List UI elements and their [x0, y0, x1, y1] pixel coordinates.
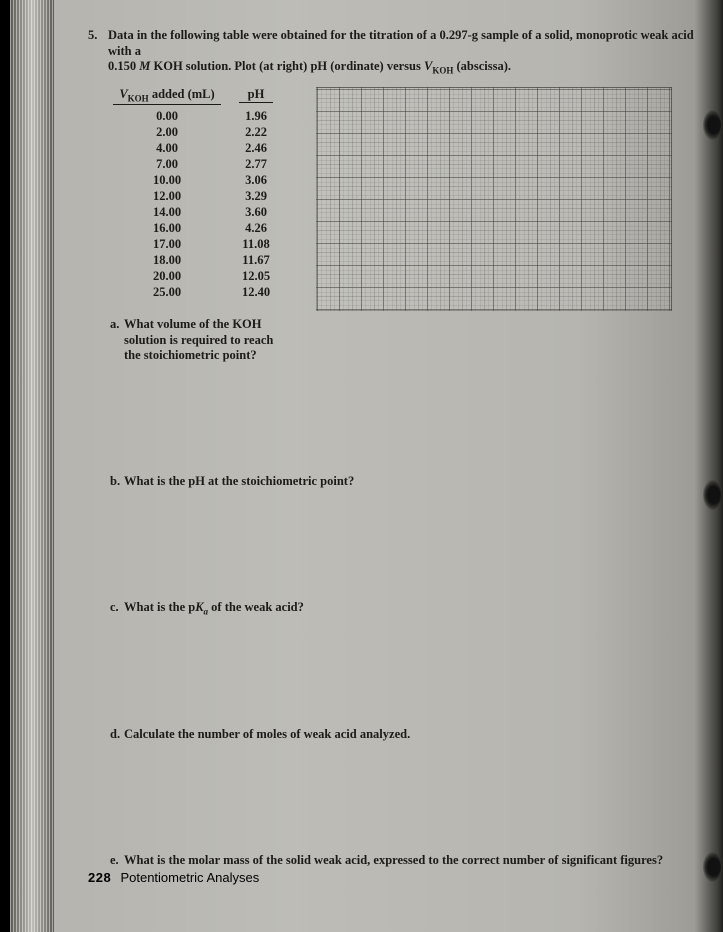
- cell-volume: 17.00: [108, 236, 226, 252]
- cell-volume: 7.00: [108, 156, 226, 172]
- question-text: Data in the following table were obtaine…: [108, 28, 694, 77]
- hdr-underline-v: [113, 104, 221, 105]
- question-M-italic: M: [139, 59, 150, 73]
- gap-d: [88, 743, 694, 847]
- cell-ph: 2.77: [226, 156, 286, 172]
- subquestion-b: b.What is the pH at the stoichiometric p…: [110, 474, 670, 490]
- question-line2c: (abscissa).: [453, 59, 511, 73]
- page-number: 228: [88, 870, 111, 885]
- table-and-grid-row: VKOH added (mL) pH 0.001.962.002.224.002…: [108, 87, 694, 311]
- question-Vkoh-sub: KOH: [432, 66, 453, 76]
- subq-a-letter: a.: [110, 317, 124, 333]
- cell-volume: 25.00: [108, 284, 226, 300]
- subq-e-text: What is the molar mass of the solid weak…: [124, 853, 663, 867]
- subq-a-l1: What volume of the KOH: [124, 317, 262, 331]
- table-row: 2.002.22: [108, 124, 298, 140]
- subq-a-l3: the stoichiometric point?: [124, 348, 257, 364]
- cell-ph: 12.40: [226, 284, 286, 300]
- cell-ph: 11.08: [226, 236, 286, 252]
- cell-volume: 2.00: [108, 124, 226, 140]
- subquestion-a: a.What volume of the KOH solution is req…: [110, 317, 290, 364]
- question-5: 5. Data in the following table were obta…: [88, 28, 694, 77]
- cell-ph: 3.60: [226, 204, 286, 220]
- page-footer: 228 Potentiometric Analyses: [88, 870, 259, 886]
- subquestion-d: d.Calculate the number of moles of weak …: [110, 727, 670, 743]
- subq-a-l2: solution is required to reach: [124, 333, 273, 349]
- subq-c-letter: c.: [110, 600, 124, 616]
- subq-c-post: of the weak acid?: [208, 600, 304, 614]
- hdr-V: V: [119, 87, 127, 101]
- cell-volume: 20.00: [108, 268, 226, 284]
- subq-d-text: Calculate the number of moles of weak ac…: [124, 727, 410, 741]
- subq-e-letter: e.: [110, 853, 124, 869]
- table-row: 10.003.06: [108, 172, 298, 188]
- gap-b: [88, 490, 694, 594]
- titration-table: VKOH added (mL) pH 0.001.962.002.224.002…: [108, 87, 298, 311]
- cell-ph: 1.96: [226, 108, 286, 124]
- col-header-volume: VKOH added (mL): [108, 87, 226, 108]
- cell-ph: 3.06: [226, 172, 286, 188]
- table-row: 7.002.77: [108, 156, 298, 172]
- subq-c-K: K: [195, 600, 203, 614]
- cell-volume: 10.00: [108, 172, 226, 188]
- table-row: 25.0012.40: [108, 284, 298, 300]
- graph-grid: [316, 87, 672, 311]
- cell-volume: 12.00: [108, 188, 226, 204]
- cell-volume: 18.00: [108, 252, 226, 268]
- table-row: 4.002.46: [108, 140, 298, 156]
- table-row: 16.004.26: [108, 220, 298, 236]
- cell-ph: 3.29: [226, 188, 286, 204]
- table-body: 0.001.962.002.224.002.467.002.7710.003.0…: [108, 108, 298, 300]
- binding-stripes: [10, 0, 54, 932]
- table-row: 20.0012.05: [108, 268, 298, 284]
- binder-hole: [703, 110, 721, 140]
- table-row: 12.003.29: [108, 188, 298, 204]
- binding-edge-dark: [0, 0, 10, 932]
- hdr-ph: pH: [248, 87, 265, 101]
- table-row: 18.0011.67: [108, 252, 298, 268]
- subq-d-letter: d.: [110, 727, 124, 743]
- gap-a: [88, 364, 694, 468]
- subq-c-pre: What is the p: [124, 600, 195, 614]
- cell-volume: 16.00: [108, 220, 226, 236]
- hdr-underline-ph: [239, 102, 273, 103]
- subquestion-c: c.What is the pKa of the weak acid?: [110, 600, 670, 618]
- cell-volume: 14.00: [108, 204, 226, 220]
- binder-hole: [703, 852, 721, 882]
- page-content: 5. Data in the following table were obta…: [88, 28, 694, 869]
- gap-c: [88, 617, 694, 721]
- subquestion-e: e.What is the molar mass of the solid we…: [110, 853, 670, 869]
- table-row: 0.001.96: [108, 108, 298, 124]
- subq-b-letter: b.: [110, 474, 124, 490]
- cell-ph: 2.22: [226, 124, 286, 140]
- question-line1: Data in the following table were obtaine…: [108, 28, 694, 58]
- question-line2a: 0.150: [108, 59, 139, 73]
- question-number: 5.: [88, 28, 108, 77]
- right-edge-shadow: [695, 0, 723, 932]
- cell-ph: 4.26: [226, 220, 286, 236]
- chapter-title: Potentiometric Analyses: [120, 870, 259, 885]
- table-row: 14.003.60: [108, 204, 298, 220]
- col-header-ph: pH: [226, 87, 286, 108]
- cell-volume: 0.00: [108, 108, 226, 124]
- table-row: 17.0011.08: [108, 236, 298, 252]
- cell-ph: 11.67: [226, 252, 286, 268]
- question-line2b: KOH solution. Plot (at right) pH (ordina…: [150, 59, 424, 73]
- table-header: VKOH added (mL) pH: [108, 87, 298, 108]
- hdr-Vrest: added (mL): [149, 87, 215, 101]
- cell-ph: 2.46: [226, 140, 286, 156]
- hdr-Vsub: KOH: [128, 94, 149, 104]
- binder-hole: [703, 480, 721, 510]
- subq-b-text: What is the pH at the stoichiometric poi…: [124, 474, 354, 488]
- cell-ph: 12.05: [226, 268, 286, 284]
- cell-volume: 4.00: [108, 140, 226, 156]
